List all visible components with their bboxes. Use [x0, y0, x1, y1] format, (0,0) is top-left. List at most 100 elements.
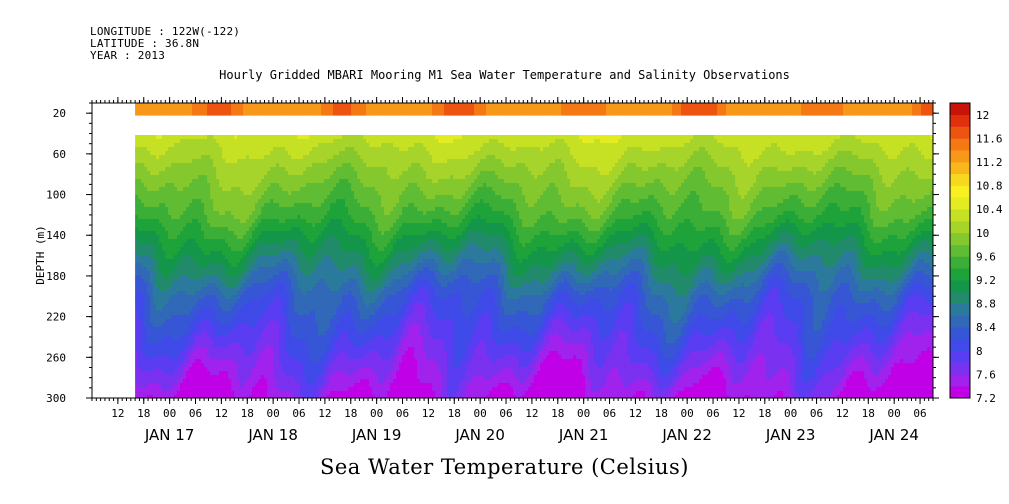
- heatmap-cell: [153, 371, 157, 376]
- heatmap-cell: [153, 187, 157, 192]
- heatmap-cell: [210, 227, 214, 232]
- heatmap-cell: [216, 179, 220, 184]
- heatmap-cell: [147, 283, 151, 288]
- heatmap-cell: [168, 199, 172, 204]
- heatmap-cell: [210, 139, 214, 144]
- heatmap-cell: [141, 139, 145, 144]
- heatmap-cell: [213, 239, 217, 244]
- heatmap-cell: [180, 371, 184, 376]
- heatmap-cell: [177, 199, 181, 204]
- heatmap-cell: [153, 243, 157, 248]
- heatmap-cell: [162, 331, 166, 336]
- heatmap-cell: [180, 391, 184, 396]
- heatmap-cell: [207, 179, 211, 184]
- heatmap-cell: [189, 391, 193, 396]
- heatmap-cell: [186, 187, 190, 192]
- heatmap-cell: [138, 291, 142, 296]
- heatmap-cell: [144, 299, 148, 304]
- heatmap-cell: [147, 219, 151, 224]
- heatmap-cell: [162, 387, 166, 392]
- heatmap-cell: [165, 299, 169, 304]
- heatmap-cell: [144, 291, 148, 296]
- heatmap-cell: [171, 359, 175, 364]
- heatmap-cell: [201, 103, 205, 108]
- heatmap-cell: [165, 207, 169, 212]
- heatmap-cell: [210, 239, 214, 244]
- heatmap-cell: [171, 363, 175, 368]
- heatmap-cell: [213, 159, 217, 164]
- heatmap-plot: [135, 103, 933, 398]
- heatmap-cell: [168, 331, 172, 336]
- heatmap-cell: [195, 107, 199, 112]
- heatmap-cell: [165, 323, 169, 328]
- heatmap-cell: [159, 191, 163, 196]
- heatmap-cell: [156, 319, 160, 324]
- heatmap-cell: [180, 243, 184, 248]
- heatmap-cell: [207, 235, 211, 240]
- heatmap-cell: [195, 275, 199, 280]
- heatmap-cell: [204, 219, 208, 224]
- heatmap-cell: [192, 347, 196, 352]
- heatmap-cell: [138, 295, 142, 300]
- heatmap-cell: [150, 295, 154, 300]
- heatmap-cell: [156, 151, 160, 156]
- heatmap-cell: [147, 151, 151, 156]
- heatmap-cell: [150, 339, 154, 344]
- heatmap-cell: [141, 367, 145, 372]
- heatmap-cell: [189, 375, 193, 380]
- heatmap-cell: [189, 359, 193, 364]
- heatmap-cell: [198, 355, 202, 360]
- heatmap-cell: [135, 331, 139, 336]
- heatmap-cell: [150, 367, 154, 372]
- heatmap-cell: [207, 347, 211, 352]
- heatmap-cell: [192, 267, 196, 272]
- heatmap-cell: [213, 255, 217, 260]
- heatmap-cell: [168, 207, 172, 212]
- heatmap-cell: [186, 215, 190, 220]
- heatmap-cell: [213, 259, 217, 264]
- heatmap-cell: [183, 135, 187, 140]
- heatmap-cell: [189, 247, 193, 252]
- heatmap-cell: [180, 183, 184, 188]
- heatmap-cell: [177, 363, 181, 368]
- heatmap-cell: [186, 107, 190, 112]
- heatmap-cell: [168, 307, 172, 312]
- heatmap-cell: [168, 363, 172, 368]
- heatmap-cell: [135, 343, 139, 348]
- heatmap-cell: [171, 387, 175, 392]
- heatmap-cell: [177, 391, 181, 396]
- heatmap-cell: [135, 235, 139, 240]
- heatmap-cell: [207, 287, 211, 292]
- heatmap-cell: [168, 315, 172, 320]
- heatmap-cell: [180, 343, 184, 348]
- heatmap-cell: [195, 167, 199, 172]
- heatmap-cell: [174, 207, 178, 212]
- heatmap-cell: [138, 331, 142, 336]
- heatmap-cell: [153, 191, 157, 196]
- heatmap-cell: [141, 355, 145, 360]
- heatmap-cell: [204, 175, 208, 180]
- heatmap-cell: [174, 387, 178, 392]
- heatmap-cell: [210, 107, 214, 112]
- heatmap-cell: [180, 275, 184, 280]
- heatmap-cell: [177, 347, 181, 352]
- heatmap-cell: [162, 327, 166, 332]
- heatmap-cell: [177, 295, 181, 300]
- heatmap-cell: [189, 251, 193, 256]
- heatmap-cell: [180, 227, 184, 232]
- heatmap-cell: [141, 371, 145, 376]
- heatmap-cell: [192, 363, 196, 368]
- heatmap-cell: [135, 367, 139, 372]
- heatmap-cell: [198, 211, 202, 216]
- heatmap-cell: [153, 211, 157, 216]
- heatmap-cell: [210, 235, 214, 240]
- heatmap-cell: [141, 167, 145, 172]
- heatmap-cell: [213, 383, 217, 388]
- heatmap-cell: [216, 255, 220, 260]
- heatmap-cell: [207, 255, 211, 260]
- heatmap-cell: [171, 367, 175, 372]
- heatmap-cell: [135, 111, 139, 116]
- heatmap-cell: [189, 323, 193, 328]
- heatmap-cell: [204, 179, 208, 184]
- heatmap-cell: [183, 215, 187, 220]
